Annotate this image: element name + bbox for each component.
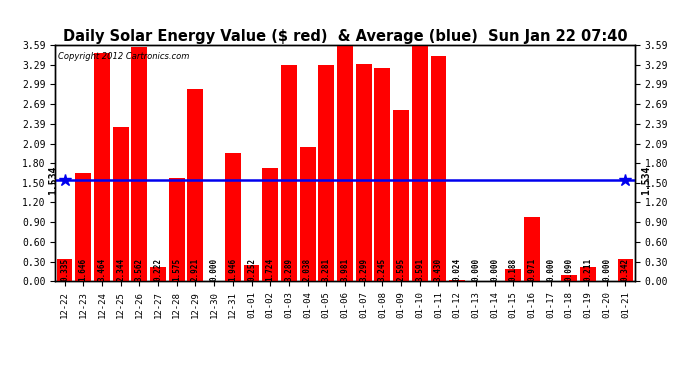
Bar xyxy=(431,56,446,281)
Bar xyxy=(131,47,147,281)
Bar xyxy=(57,259,72,281)
Bar xyxy=(524,217,540,281)
Text: Copyright 2012 Cartronics.com: Copyright 2012 Cartronics.com xyxy=(58,52,190,61)
Bar xyxy=(337,19,353,281)
Bar xyxy=(75,173,91,281)
Text: 0.000: 0.000 xyxy=(210,258,219,280)
Text: 1.724: 1.724 xyxy=(266,258,275,280)
Bar xyxy=(150,267,166,281)
Text: 2.595: 2.595 xyxy=(397,258,406,280)
Bar xyxy=(580,267,596,281)
Text: 0.024: 0.024 xyxy=(453,258,462,280)
Bar xyxy=(449,280,465,281)
Bar xyxy=(188,89,204,281)
Text: 0.342: 0.342 xyxy=(621,258,630,280)
Text: 3.981: 3.981 xyxy=(340,258,350,280)
Title: Daily Solar Energy Value ($ red)  & Average (blue)  Sun Jan 22 07:40: Daily Solar Energy Value ($ red) & Avera… xyxy=(63,29,627,44)
Bar xyxy=(562,275,578,281)
Text: 1.646: 1.646 xyxy=(79,258,88,280)
Text: 3.562: 3.562 xyxy=(135,258,144,280)
Text: 0.211: 0.211 xyxy=(584,258,593,280)
Bar xyxy=(505,269,521,281)
Text: 2.921: 2.921 xyxy=(191,258,200,280)
Bar xyxy=(412,45,428,281)
Text: 1.534: 1.534 xyxy=(48,166,58,195)
Bar xyxy=(281,65,297,281)
Bar xyxy=(318,65,334,281)
Text: 0.252: 0.252 xyxy=(247,258,256,280)
Text: 1.534: 1.534 xyxy=(642,166,651,195)
Text: 0.000: 0.000 xyxy=(471,258,480,280)
Text: 0.971: 0.971 xyxy=(527,258,536,280)
Text: 3.430: 3.430 xyxy=(434,258,443,280)
Bar xyxy=(112,127,128,281)
Text: 0.222: 0.222 xyxy=(154,258,163,280)
Text: 0.090: 0.090 xyxy=(565,258,574,280)
Bar xyxy=(618,259,633,281)
Bar xyxy=(262,168,278,281)
Bar xyxy=(94,53,110,281)
Text: 0.188: 0.188 xyxy=(509,258,518,280)
Text: 3.281: 3.281 xyxy=(322,258,331,280)
Bar xyxy=(244,265,259,281)
Bar xyxy=(169,178,185,281)
Text: 3.245: 3.245 xyxy=(378,258,387,280)
Text: 0.000: 0.000 xyxy=(490,258,499,280)
Bar xyxy=(225,153,241,281)
Text: 2.038: 2.038 xyxy=(303,258,312,280)
Text: 3.299: 3.299 xyxy=(359,258,368,280)
Text: 1.946: 1.946 xyxy=(228,258,237,280)
Bar xyxy=(356,64,372,281)
Text: 3.591: 3.591 xyxy=(415,258,424,280)
Text: 3.289: 3.289 xyxy=(284,258,293,280)
Bar xyxy=(375,68,391,281)
Text: 0.000: 0.000 xyxy=(546,258,555,280)
Text: 2.344: 2.344 xyxy=(116,258,125,280)
Bar xyxy=(393,111,409,281)
Text: 1.575: 1.575 xyxy=(172,258,181,280)
Text: 3.464: 3.464 xyxy=(97,258,106,280)
Text: 0.335: 0.335 xyxy=(60,258,69,280)
Bar xyxy=(299,147,315,281)
Text: 0.000: 0.000 xyxy=(602,258,611,280)
